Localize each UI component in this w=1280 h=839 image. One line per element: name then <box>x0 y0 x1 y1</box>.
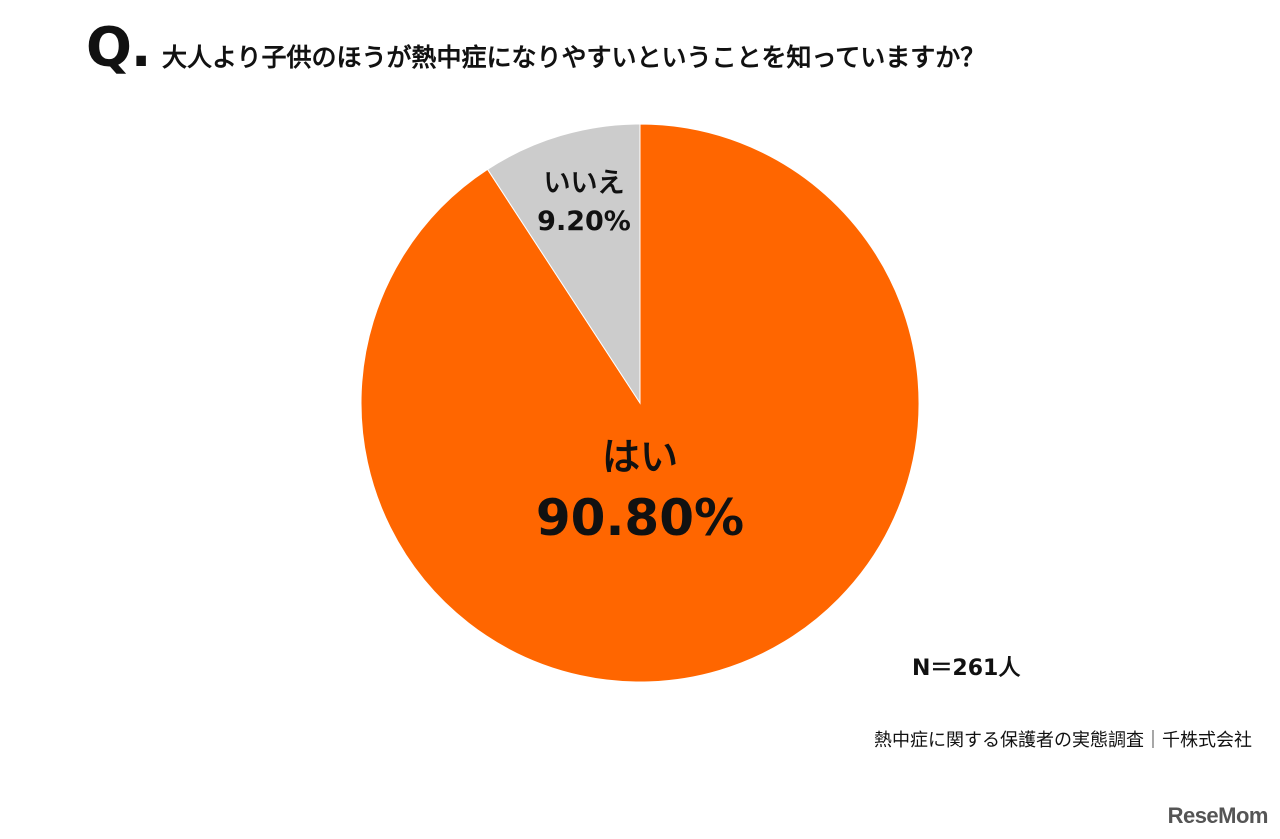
slice-label-no: いいえ <box>544 168 625 199</box>
pie-slice-no <box>486 123 641 405</box>
question-marker: Q. <box>86 16 151 79</box>
slice-value-yes: 90.80% <box>536 489 744 547</box>
resemom-logo: ReseMom <box>1167 803 1269 828</box>
slice-value-no: 9.20% <box>537 206 631 237</box>
source-caption: 熱中症に関する保護者の実態調査｜千株式会社 <box>874 730 1252 751</box>
sample-size-label: N＝261人 <box>912 656 1021 681</box>
chart-title: 大人より子供のほうが熱中症になりやすいということを知っていますか？ <box>162 43 986 72</box>
slice-label-yes: はい <box>602 435 678 479</box>
